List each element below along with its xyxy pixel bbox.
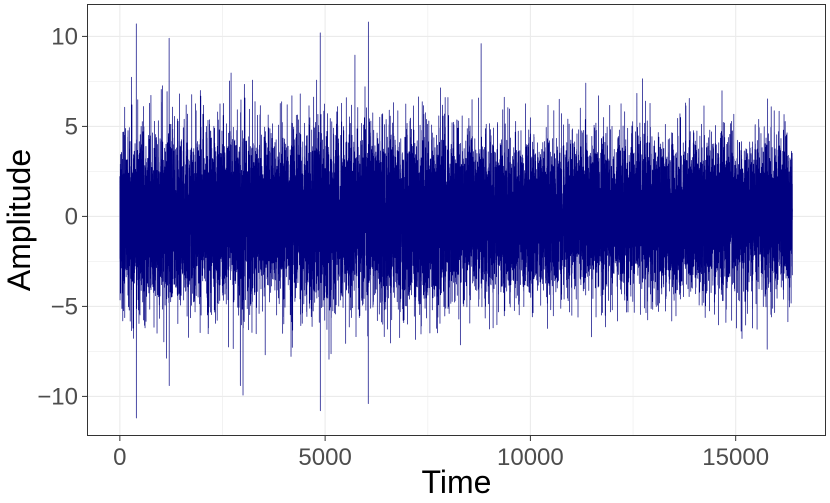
y-axis-title: Amplitude [1, 149, 37, 291]
x-tick-label: 10000 [497, 444, 564, 471]
y-axis-ticks: −10 −5 0 5 10 [37, 23, 87, 410]
x-tick-label: 0 [113, 444, 126, 471]
y-tick-label: 0 [65, 203, 78, 230]
x-tick-label: 5000 [298, 444, 351, 471]
y-tick-label: 5 [65, 113, 78, 140]
y-tick-label: −10 [37, 383, 78, 410]
x-tick-label: 15000 [702, 444, 769, 471]
x-axis-title: Time [422, 464, 492, 500]
y-tick-label: 10 [51, 23, 78, 50]
series-line [119, 21, 793, 419]
x-axis-ticks: 0 5000 10000 15000 [113, 436, 769, 471]
plot-border [87, 4, 826, 436]
y-tick-label: −5 [51, 293, 78, 320]
